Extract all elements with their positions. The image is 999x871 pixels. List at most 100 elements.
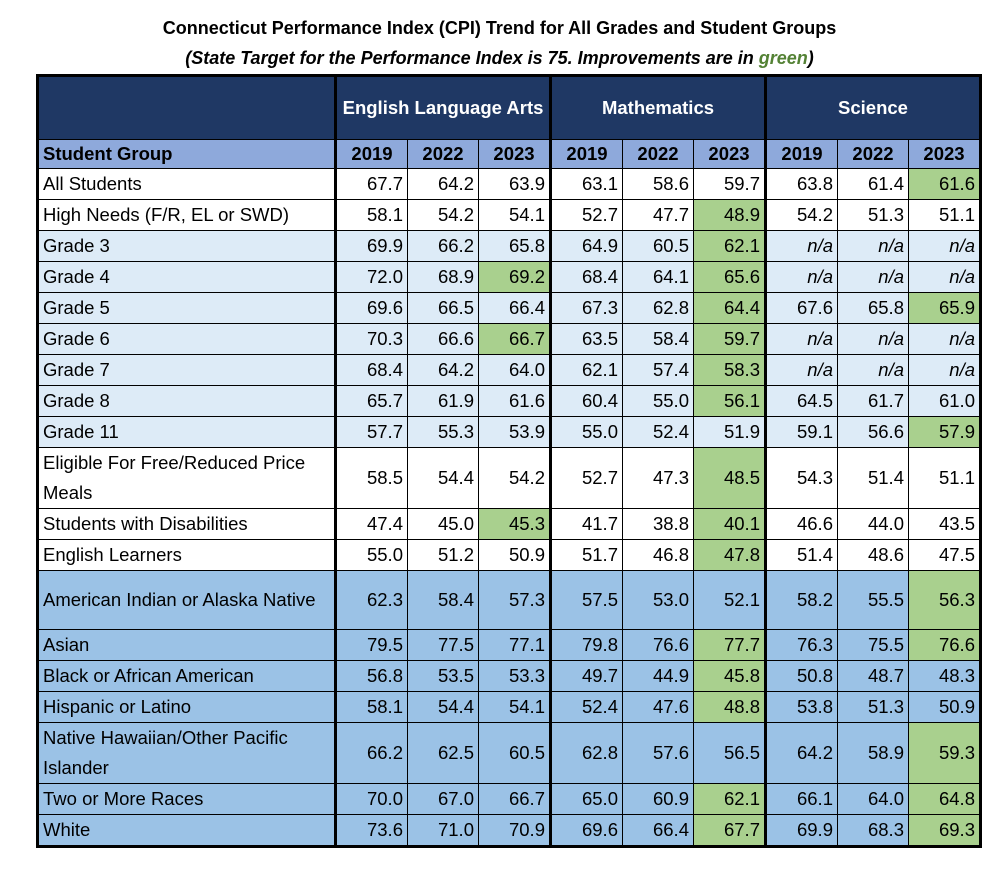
score-cell: 57.4 xyxy=(622,354,694,386)
score-cell: 69.3 xyxy=(908,814,981,847)
score-cell: 55.0 xyxy=(334,539,408,571)
score-cell: 51.3 xyxy=(837,199,909,231)
student-group-header: Student Group xyxy=(37,139,336,169)
score-cell: 62.1 xyxy=(693,230,766,262)
score-cell: 60.5 xyxy=(478,722,551,784)
score-cell: n/a xyxy=(837,261,909,293)
score-cell: 68.4 xyxy=(334,354,408,386)
table-row: Asian 79.5 77.5 77.1 79.8 76.6 77.7 76.3 75.5 76.… xyxy=(37,629,981,661)
score-cell: 62.5 xyxy=(407,722,479,784)
student-group-label: Grade 11 xyxy=(37,416,336,448)
score-cell: 76.6 xyxy=(908,629,981,661)
score-cell: 46.8 xyxy=(622,539,694,571)
student-group-label: Grade 4 xyxy=(37,261,336,293)
score-cell: 65.8 xyxy=(837,292,909,324)
score-cell: 60.5 xyxy=(622,230,694,262)
student-group-label: Grade 5 xyxy=(37,292,336,324)
table-subtitle: (State Target for the Performance Index … xyxy=(0,48,999,69)
year-header: 2023 xyxy=(908,139,981,169)
score-cell: 51.4 xyxy=(764,539,838,571)
score-cell: 79.5 xyxy=(334,629,408,661)
score-cell: 57.7 xyxy=(334,416,408,448)
score-cell: 65.9 xyxy=(908,292,981,324)
score-cell: 65.0 xyxy=(549,783,623,815)
score-cell: 44.9 xyxy=(622,660,694,692)
score-cell: 52.4 xyxy=(622,416,694,448)
score-cell: 54.1 xyxy=(478,691,551,723)
score-cell: 52.7 xyxy=(549,447,623,509)
score-cell: 45.0 xyxy=(407,508,479,540)
score-cell: 53.8 xyxy=(764,691,838,723)
score-cell: 40.1 xyxy=(693,508,766,540)
score-cell: 59.3 xyxy=(908,722,981,784)
score-cell: 60.9 xyxy=(622,783,694,815)
subject-header-ela: English Language Arts xyxy=(334,75,551,140)
score-cell: 56.6 xyxy=(837,416,909,448)
score-cell: 51.2 xyxy=(407,539,479,571)
score-cell: 64.4 xyxy=(693,292,766,324)
student-group-label: Grade 7 xyxy=(37,354,336,386)
score-cell: 52.1 xyxy=(693,570,766,630)
score-cell: 58.1 xyxy=(334,691,408,723)
score-cell: 68.3 xyxy=(837,814,909,847)
score-cell: 66.5 xyxy=(407,292,479,324)
score-cell: 48.9 xyxy=(693,199,766,231)
score-cell: 54.1 xyxy=(478,199,551,231)
score-cell: 77.5 xyxy=(407,629,479,661)
score-cell: 54.3 xyxy=(764,447,838,509)
score-cell: 50.9 xyxy=(478,539,551,571)
score-cell: 66.1 xyxy=(764,783,838,815)
score-cell: 70.0 xyxy=(334,783,408,815)
year-header-row: Student Group 2019 2022 2023 2019 2022 2023 20… xyxy=(37,139,981,169)
score-cell: 79.8 xyxy=(549,629,623,661)
score-cell: 55.0 xyxy=(622,385,694,417)
table-row: Grade 3 69.9 66.2 65.8 64.9 60.5 62.1 n/a n/a n/a xyxy=(37,230,981,262)
table-row: Black or African American 56.8 53.5 53.3 49.… xyxy=(37,660,981,692)
score-cell: 66.7 xyxy=(478,783,551,815)
table-row: All Students 67.7 64.2 63.9 63.1 58.6 59.7 63.8… xyxy=(37,168,981,200)
score-cell: 63.8 xyxy=(764,168,838,200)
cpi-table: English Language Arts Mathematics Scienc… xyxy=(36,74,982,848)
score-cell: 62.3 xyxy=(334,570,408,630)
score-cell: 51.7 xyxy=(549,539,623,571)
score-cell: 43.5 xyxy=(908,508,981,540)
score-cell: 47.5 xyxy=(908,539,981,571)
score-cell: n/a xyxy=(908,323,981,355)
score-cell: 64.2 xyxy=(407,168,479,200)
table-row: High Needs (F/R, EL or SWD) 58.1 54.2 54.1 5… xyxy=(37,199,981,231)
score-cell: 50.8 xyxy=(764,660,838,692)
score-cell: 75.5 xyxy=(837,629,909,661)
score-cell: 52.4 xyxy=(549,691,623,723)
subject-header-science: Science xyxy=(764,75,981,140)
student-group-label: White xyxy=(37,814,336,847)
score-cell: 67.3 xyxy=(549,292,623,324)
score-cell: 68.4 xyxy=(549,261,623,293)
score-cell: n/a xyxy=(908,261,981,293)
student-group-label: Two or More Races xyxy=(37,783,336,815)
table-row: English Learners 55.0 51.2 50.9 51.7 46.8 47.8… xyxy=(37,539,981,571)
student-group-label: Grade 3 xyxy=(37,230,336,262)
year-header: 2023 xyxy=(478,139,551,169)
table-row: American Indian or Alaska Native 62.3 58.4… xyxy=(37,570,981,630)
year-header: 2019 xyxy=(549,139,623,169)
score-cell: 67.7 xyxy=(693,814,766,847)
year-header: 2022 xyxy=(407,139,479,169)
score-cell: 51.1 xyxy=(908,199,981,231)
score-cell: 71.0 xyxy=(407,814,479,847)
score-cell: 72.0 xyxy=(334,261,408,293)
score-cell: 46.6 xyxy=(764,508,838,540)
score-cell: 56.5 xyxy=(693,722,766,784)
table-row: Hispanic or Latino 58.1 54.4 54.1 52.4 47.6 48… xyxy=(37,691,981,723)
score-cell: 49.7 xyxy=(549,660,623,692)
score-cell: n/a xyxy=(764,261,838,293)
score-cell: 64.9 xyxy=(549,230,623,262)
score-cell: 77.7 xyxy=(693,629,766,661)
student-group-label: All Students xyxy=(37,168,336,200)
table-row: Two or More Races 70.0 67.0 66.7 65.0 60.9 62.… xyxy=(37,783,981,815)
score-cell: 59.7 xyxy=(693,168,766,200)
score-cell: 73.6 xyxy=(334,814,408,847)
score-cell: 53.3 xyxy=(478,660,551,692)
score-cell: 53.9 xyxy=(478,416,551,448)
score-cell: 69.6 xyxy=(549,814,623,847)
subtitle-green-word: green xyxy=(758,48,808,68)
